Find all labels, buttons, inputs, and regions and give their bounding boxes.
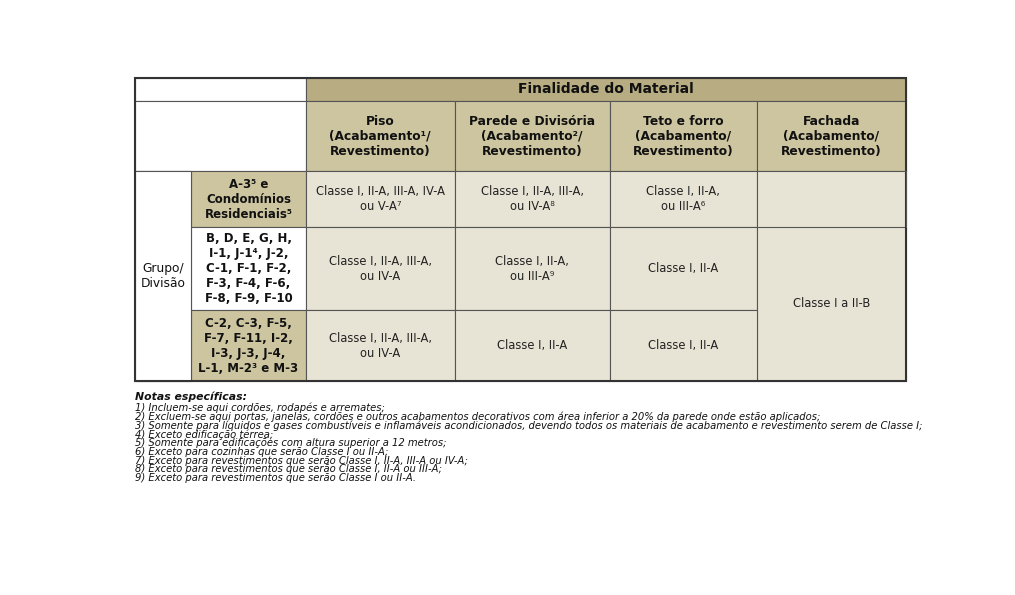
Text: Classe I, II-A, III-A,
ou IV-A: Classe I, II-A, III-A, ou IV-A (329, 255, 431, 283)
Bar (455, 101, 610, 171)
Bar (135, 77, 905, 381)
Bar (610, 310, 757, 381)
Text: Finalidade do Material: Finalidade do Material (518, 82, 693, 96)
Text: B, D, E, G, H,
I-1, J-1⁴, J-2,
C-1, F-1, F-2,
F-3, F-4, F-6,
F-8, F-9, F-10: B, D, E, G, H, I-1, J-1⁴, J-2, C-1, F-1,… (205, 232, 292, 305)
Text: 7) Exceto para revestimentos que serão Classe I, II-A, III-A ou IV-A;: 7) Exceto para revestimentos que serão C… (135, 456, 468, 466)
Text: 8) Exceto para revestimentos que serão Classe I, II-A ou III-A;: 8) Exceto para revestimentos que serão C… (135, 465, 442, 474)
Text: Teto e forro
(Acabamento/
Revestimento): Teto e forro (Acabamento/ Revestimento) (633, 115, 734, 158)
Text: Piso
(Acabamento¹/
Revestimento): Piso (Acabamento¹/ Revestimento) (330, 115, 431, 158)
Text: Classe I, II-A: Classe I, II-A (649, 262, 719, 275)
Text: 4) Exceto edificação térrea;: 4) Exceto edificação térrea; (135, 429, 273, 440)
Text: 3) Somente para líquidos e gases combustíveis e inflamáveis acondicionados, deve: 3) Somente para líquidos e gases combust… (135, 420, 922, 431)
Bar (191, 310, 306, 381)
Text: 6) Exceto para cozinhas que serão Classe I ou II-A;: 6) Exceto para cozinhas que serão Classe… (135, 447, 388, 457)
Text: 1) Incluem-se aqui cordões, rodapés e arremates;: 1) Incluem-se aqui cordões, rodapés e ar… (135, 402, 385, 413)
Bar (610, 171, 757, 227)
Bar (306, 77, 905, 101)
Bar (757, 171, 905, 227)
Bar (610, 101, 757, 171)
Bar (135, 101, 306, 171)
Text: Classe I, II-A,
ou III-A⁹: Classe I, II-A, ou III-A⁹ (495, 255, 569, 283)
Bar (757, 101, 905, 171)
Text: Classe I, II-A, III-A,
ou IV-A: Classe I, II-A, III-A, ou IV-A (329, 331, 431, 359)
Bar (135, 77, 306, 101)
Text: Parede e Divisória
(Acabamento²/
Revestimento): Parede e Divisória (Acabamento²/ Revesti… (469, 115, 595, 158)
Bar (135, 171, 191, 381)
Text: C-2, C-3, F-5,
F-7, F-11, I-2,
I-3, J-3, J-4,
L-1, M-2³ e M-3: C-2, C-3, F-5, F-7, F-11, I-2, I-3, J-3,… (199, 317, 298, 374)
Bar (135, 227, 191, 310)
Bar (191, 171, 306, 227)
Bar (306, 310, 455, 381)
Bar (306, 171, 455, 227)
Bar (455, 227, 610, 310)
Bar (757, 310, 905, 311)
Bar (757, 227, 905, 381)
Text: 2) Excluem-se aqui portas, janelas, cordões e outros acabamentos decorativos com: 2) Excluem-se aqui portas, janelas, cord… (135, 411, 820, 422)
Bar (306, 101, 455, 171)
Bar (455, 310, 610, 381)
Text: Classe I, II-A,
ou III-A⁶: Classe I, II-A, ou III-A⁶ (647, 185, 721, 213)
Bar (455, 171, 610, 227)
Text: Notas específicas:: Notas específicas: (135, 392, 247, 402)
Text: Classe I, II-A, III-A, IV-A
ou V-A⁷: Classe I, II-A, III-A, IV-A ou V-A⁷ (316, 185, 445, 213)
Text: Classe I, II-A: Classe I, II-A (649, 339, 719, 352)
Text: Grupo/
Divisão: Grupo/ Divisão (140, 262, 186, 290)
Text: Classe I, II-A: Classe I, II-A (497, 339, 567, 352)
Bar (135, 310, 191, 381)
Text: Classe I, II-A, III-A,
ou IV-A⁸: Classe I, II-A, III-A, ou IV-A⁸ (481, 185, 584, 213)
Bar (306, 227, 455, 310)
Bar (191, 227, 306, 310)
Text: Classe I a II-B: Classe I a II-B (793, 298, 870, 311)
Text: 9) Exceto para revestimentos que serão Classe I ou II-A.: 9) Exceto para revestimentos que serão C… (135, 474, 415, 483)
Text: 5) Somente para edificações com altura superior a 12 metros;: 5) Somente para edificações com altura s… (135, 438, 447, 448)
Text: Fachada
(Acabamento/
Revestimento): Fachada (Acabamento/ Revestimento) (781, 115, 882, 158)
Bar (610, 227, 757, 310)
Text: A-3⁵ e
Condomínios
Residenciais⁵: A-3⁵ e Condomínios Residenciais⁵ (205, 178, 292, 221)
Bar (135, 171, 191, 227)
